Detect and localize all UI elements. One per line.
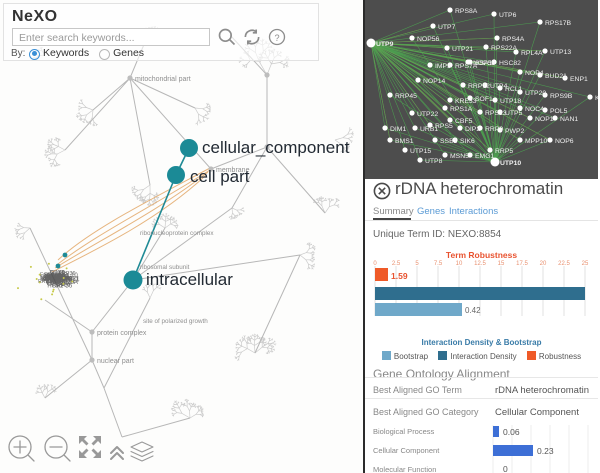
svg-text:RRP9: RRP9 bbox=[485, 126, 503, 133]
svg-text:RPL4A: RPL4A bbox=[521, 50, 543, 57]
svg-text:0.42: 0.42 bbox=[465, 306, 481, 315]
svg-text:EMG1: EMG1 bbox=[475, 153, 494, 160]
svg-text:RRP45: RRP45 bbox=[395, 93, 417, 100]
svg-text:7.5: 7.5 bbox=[434, 261, 443, 267]
svg-text:SOF1: SOF1 bbox=[475, 96, 493, 103]
svg-text:RPS1A: RPS1A bbox=[450, 106, 473, 113]
svg-text:RPS4A: RPS4A bbox=[502, 36, 525, 43]
svg-text:NOP4: NOP4 bbox=[525, 70, 544, 77]
svg-text:UTP5: UTP5 bbox=[505, 110, 523, 117]
svg-text:RPL24: RPL24 bbox=[42, 277, 61, 283]
svg-text:cell part: cell part bbox=[190, 167, 250, 186]
svg-text:KR: KR bbox=[595, 95, 598, 102]
svg-text:PWP2: PWP2 bbox=[505, 128, 524, 135]
svg-text:15: 15 bbox=[498, 261, 505, 267]
svg-text:0.23: 0.23 bbox=[537, 446, 554, 456]
svg-text:UTP18: UTP18 bbox=[500, 98, 521, 105]
svg-text:25: 25 bbox=[582, 261, 589, 267]
svg-text:0: 0 bbox=[503, 464, 508, 473]
svg-text:2.5: 2.5 bbox=[392, 261, 401, 267]
svg-text:SIK6: SIK6 bbox=[460, 138, 475, 145]
svg-text:NOP58: NOP58 bbox=[473, 60, 496, 67]
svg-text:KRE33: KRE33 bbox=[455, 98, 477, 105]
svg-text:UTP9: UTP9 bbox=[376, 41, 394, 48]
svg-text:1.59: 1.59 bbox=[391, 271, 408, 281]
svg-text:RPS8A: RPS8A bbox=[455, 8, 478, 15]
svg-text:DIP2: DIP2 bbox=[465, 126, 480, 133]
svg-text:NOP6: NOP6 bbox=[555, 138, 574, 145]
svg-text:intracellular: intracellular bbox=[146, 270, 233, 289]
svg-text:12.5: 12.5 bbox=[474, 261, 486, 267]
svg-text:UTP22: UTP22 bbox=[417, 111, 438, 118]
svg-text:20: 20 bbox=[540, 261, 547, 267]
svg-text:HSC82: HSC82 bbox=[499, 60, 521, 67]
svg-text:RPS17B: RPS17B bbox=[545, 20, 572, 27]
svg-text:IMP3: IMP3 bbox=[435, 63, 451, 70]
svg-text:RRP5: RRP5 bbox=[495, 148, 513, 155]
svg-text:protein complex: protein complex bbox=[97, 330, 147, 337]
svg-text:Cellular Component: Cellular Component bbox=[373, 446, 440, 455]
svg-text:RPS22A: RPS22A bbox=[491, 45, 518, 52]
svg-text:CBF5: CBF5 bbox=[455, 118, 473, 125]
svg-text:RPS9B: RPS9B bbox=[550, 93, 573, 100]
svg-text:NOP14: NOP14 bbox=[423, 78, 446, 85]
svg-text:BMS1: BMS1 bbox=[395, 138, 414, 145]
svg-text:SSB1: SSB1 bbox=[440, 138, 458, 145]
svg-text:RPS5: RPS5 bbox=[435, 123, 453, 130]
svg-text:cellular_component: cellular_component bbox=[202, 138, 350, 157]
svg-text:nuclear part: nuclear part bbox=[97, 358, 134, 365]
svg-text:UTP10: UTP10 bbox=[500, 160, 521, 167]
svg-text:ENP1: ENP1 bbox=[570, 76, 588, 83]
svg-text:NOP56: NOP56 bbox=[417, 36, 440, 43]
svg-text:NAN1: NAN1 bbox=[560, 116, 578, 123]
svg-text:Molecular Function: Molecular Function bbox=[373, 465, 436, 473]
svg-text:RCL1: RCL1 bbox=[505, 86, 523, 93]
svg-text:UTP6: UTP6 bbox=[499, 12, 517, 19]
svg-text:Biological Process: Biological Process bbox=[373, 427, 435, 436]
svg-text:UTP21: UTP21 bbox=[452, 46, 473, 53]
svg-text:site of polarized growth: site of polarized growth bbox=[143, 318, 208, 325]
svg-text:RPS13: RPS13 bbox=[485, 110, 507, 117]
svg-text:mitochondrial part: mitochondrial part bbox=[135, 76, 191, 83]
svg-text:UTP15: UTP15 bbox=[410, 148, 431, 155]
svg-text:0.06: 0.06 bbox=[503, 427, 520, 437]
svg-text:BUD21: BUD21 bbox=[545, 73, 567, 80]
svg-text:UTP7: UTP7 bbox=[438, 24, 456, 31]
svg-text:ribonucleoprotein complex: ribonucleoprotein complex bbox=[140, 230, 214, 237]
svg-text:UTP8: UTP8 bbox=[425, 158, 443, 165]
svg-text:POL5: POL5 bbox=[550, 108, 568, 115]
svg-text:UTP13: UTP13 bbox=[550, 49, 571, 56]
svg-text:DIM1: DIM1 bbox=[390, 126, 406, 133]
svg-text:17.5: 17.5 bbox=[516, 261, 528, 267]
svg-text:NOP1: NOP1 bbox=[535, 116, 554, 123]
svg-text:5: 5 bbox=[415, 261, 419, 267]
svg-text:10: 10 bbox=[456, 261, 463, 267]
svg-text:22.5: 22.5 bbox=[558, 261, 570, 267]
svg-text:NOC4: NOC4 bbox=[525, 106, 544, 113]
svg-text:RRP12: RRP12 bbox=[468, 83, 490, 90]
svg-text:?: ? bbox=[274, 33, 279, 43]
svg-text:0: 0 bbox=[373, 261, 377, 267]
svg-text:UTP20: UTP20 bbox=[525, 90, 546, 97]
svg-text:MPP10: MPP10 bbox=[525, 138, 548, 145]
svg-text:MSN5: MSN5 bbox=[450, 153, 469, 160]
